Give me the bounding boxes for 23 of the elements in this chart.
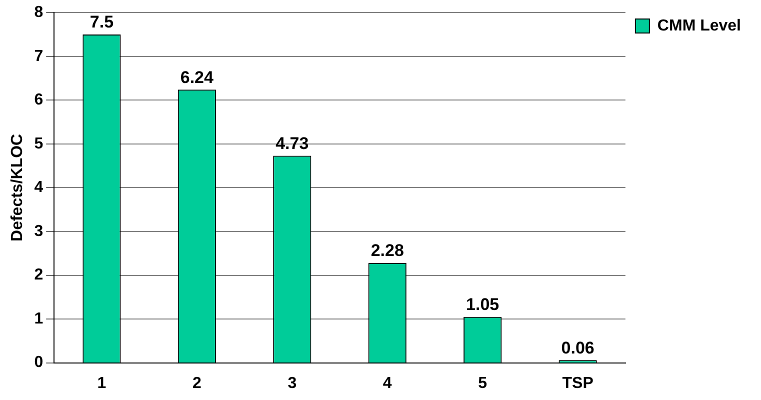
x-tick-label: 5: [478, 374, 488, 392]
y-tick-label: 6: [34, 92, 44, 109]
data-label: 1.05: [466, 295, 500, 314]
x-tick-label: 3: [288, 374, 297, 392]
x-tick-label: 2: [192, 374, 202, 392]
y-axis-title: Defects/KLOC: [9, 133, 26, 242]
x-tick-label: 1: [97, 374, 106, 392]
y-tick-label: 2: [34, 266, 44, 284]
x-tick-label: TSP: [562, 374, 594, 392]
y-tick-label: 7: [34, 48, 44, 65]
data-label: 4.73: [276, 134, 309, 153]
y-tick-label: 3: [34, 222, 44, 240]
y-tick-label: 0: [34, 354, 44, 372]
y-tick-label: 4: [34, 179, 44, 196]
data-label: 6.24: [180, 68, 214, 87]
y-tick-label: 5: [34, 135, 44, 152]
data-label: 2.28: [370, 241, 404, 260]
x-tick-label: 4: [382, 374, 392, 392]
legend-label: CMM Level: [657, 17, 742, 34]
y-tick-label: 1: [34, 310, 44, 328]
data-label: 0.06: [561, 338, 594, 358]
data-label: 7.5: [90, 12, 114, 32]
y-tick-label: 8: [34, 4, 44, 22]
